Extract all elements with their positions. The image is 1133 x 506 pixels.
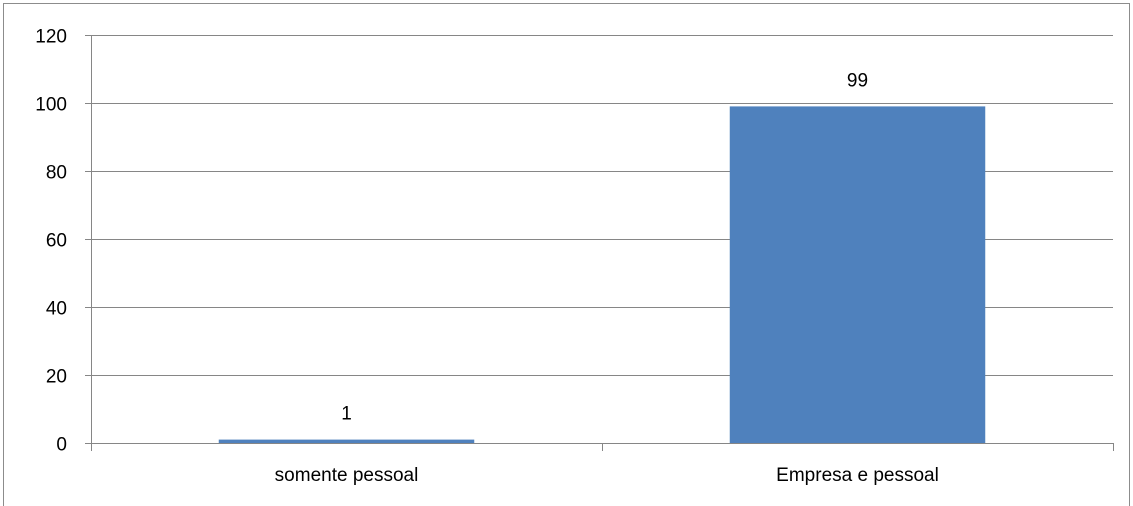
x-tick-labels: somente pessoal Empresa e pessoal (275, 465, 939, 486)
y-tick-labels: 0 20 40 60 80 100 120 (35, 27, 67, 456)
bar (729, 106, 986, 444)
y-tick-label: 80 (46, 163, 67, 184)
data-labels: 1 99 (341, 70, 868, 424)
x-tick-label: Empresa e pessoal (776, 465, 939, 486)
y-tick-label: 0 (56, 435, 67, 456)
gridlines (91, 35, 1113, 376)
bars (218, 106, 986, 444)
axes (85, 35, 1114, 451)
data-label: 99 (847, 70, 868, 91)
bar (218, 439, 475, 443)
y-tick-label: 60 (46, 231, 67, 252)
chart-border (3, 3, 1130, 506)
x-tick-label: somente pessoal (275, 465, 419, 486)
y-tick-label: 100 (35, 95, 67, 116)
y-tick-label: 120 (35, 27, 67, 48)
y-tick-label: 20 (46, 367, 67, 388)
y-tick-label: 40 (46, 299, 67, 320)
data-label: 1 (341, 404, 352, 425)
